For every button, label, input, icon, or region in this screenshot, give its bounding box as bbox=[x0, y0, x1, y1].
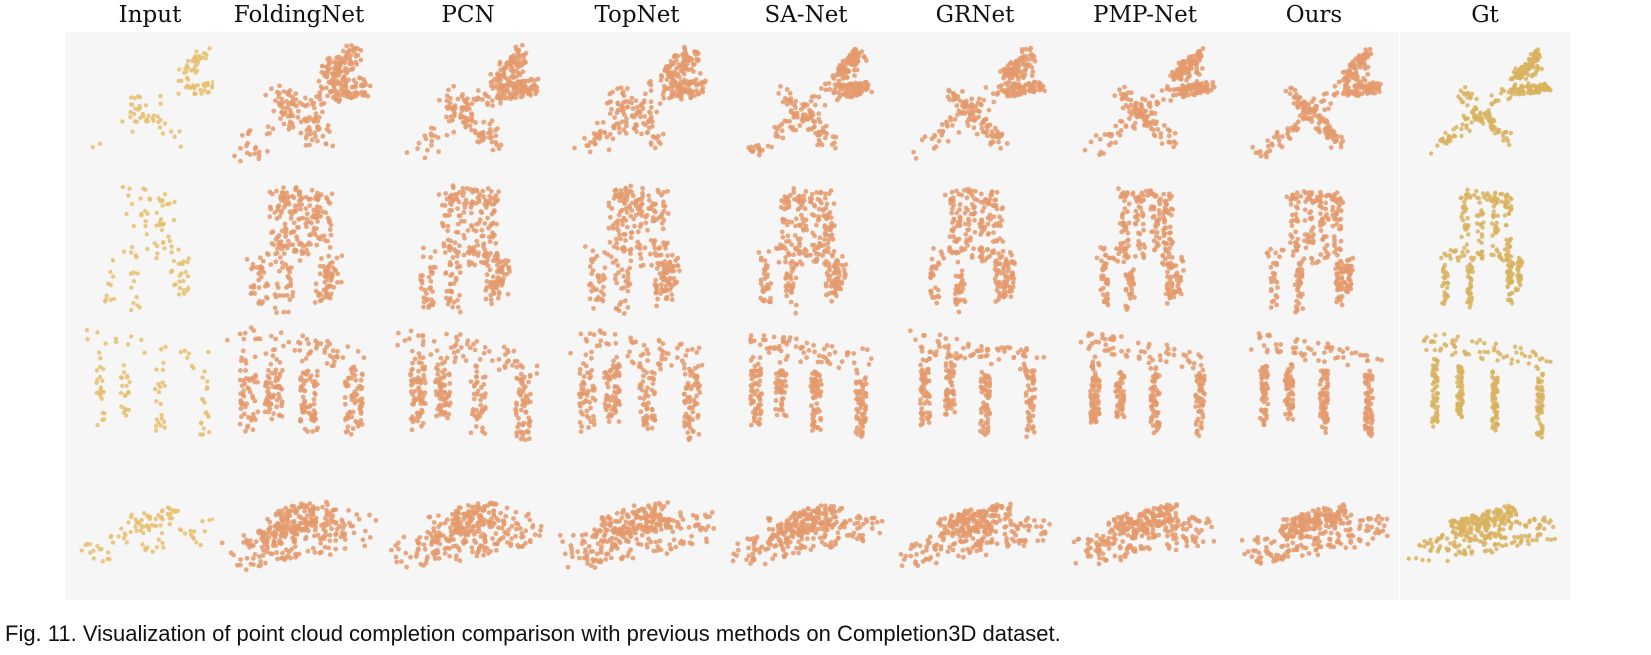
column-label-topnet: TopNet bbox=[594, 2, 680, 28]
column-label-pcn: PCN bbox=[441, 2, 495, 28]
point-cloud-car-gt bbox=[1400, 458, 1570, 600]
point-cloud-table-grnet bbox=[890, 316, 1060, 458]
column-label-grnet: GRNet bbox=[935, 2, 1015, 28]
point-cloud-table-foldingnet bbox=[214, 316, 384, 458]
point-cloud-table-gt bbox=[1400, 316, 1570, 458]
point-cloud-table-input bbox=[65, 316, 235, 458]
point-cloud-table-pcn bbox=[383, 316, 553, 458]
point-cloud-chair-input bbox=[65, 174, 235, 316]
point-cloud-chair-pmp-net bbox=[1060, 174, 1230, 316]
point-cloud-chair-sa-net bbox=[721, 174, 891, 316]
point-cloud-airplane-input bbox=[65, 32, 235, 174]
point-cloud-chair-pcn bbox=[383, 174, 553, 316]
point-cloud-chair-ours bbox=[1229, 174, 1399, 316]
point-cloud-grid bbox=[0, 30, 1651, 600]
point-cloud-airplane-pcn bbox=[383, 32, 553, 174]
point-cloud-car-topnet bbox=[552, 458, 722, 600]
point-cloud-table-topnet bbox=[552, 316, 722, 458]
point-cloud-chair-foldingnet bbox=[214, 174, 384, 316]
column-label-pmp-net: PMP-Net bbox=[1093, 2, 1197, 28]
point-cloud-table-ours bbox=[1229, 316, 1399, 458]
point-cloud-table-sa-net bbox=[721, 316, 891, 458]
figure-caption: Fig. 11. Visualization of point cloud co… bbox=[5, 621, 1061, 646]
point-cloud-airplane-topnet bbox=[552, 32, 722, 174]
point-cloud-car-input bbox=[65, 458, 235, 600]
point-cloud-car-ours bbox=[1229, 458, 1399, 600]
point-cloud-car-pcn bbox=[383, 458, 553, 600]
column-label-foldingnet: FoldingNet bbox=[233, 2, 365, 28]
point-cloud-chair-topnet bbox=[552, 174, 722, 316]
point-cloud-car-grnet bbox=[890, 458, 1060, 600]
column-label-ours: Ours bbox=[1285, 2, 1343, 28]
point-cloud-car-pmp-net bbox=[1060, 458, 1230, 600]
point-cloud-chair-grnet bbox=[890, 174, 1060, 316]
point-cloud-airplane-pmp-net bbox=[1060, 32, 1230, 174]
column-headers: Input FoldingNet PCN TopNet SA-Net GRNet… bbox=[0, 0, 1651, 30]
column-label-input: Input bbox=[118, 2, 182, 28]
point-cloud-airplane-gt bbox=[1400, 32, 1570, 174]
point-cloud-table-pmp-net bbox=[1060, 316, 1230, 458]
column-label-gt: Gt bbox=[1471, 2, 1499, 28]
comparison-figure: Input FoldingNet PCN TopNet SA-Net GRNet… bbox=[0, 0, 1651, 600]
point-cloud-car-foldingnet bbox=[214, 458, 384, 600]
point-cloud-chair-gt bbox=[1400, 174, 1570, 316]
point-cloud-airplane-sa-net bbox=[721, 32, 891, 174]
point-cloud-car-sa-net bbox=[721, 458, 891, 600]
point-cloud-airplane-foldingnet bbox=[214, 32, 384, 174]
column-label-sa-net: SA-Net bbox=[764, 2, 848, 28]
point-cloud-airplane-grnet bbox=[890, 32, 1060, 174]
point-cloud-airplane-ours bbox=[1229, 32, 1399, 174]
